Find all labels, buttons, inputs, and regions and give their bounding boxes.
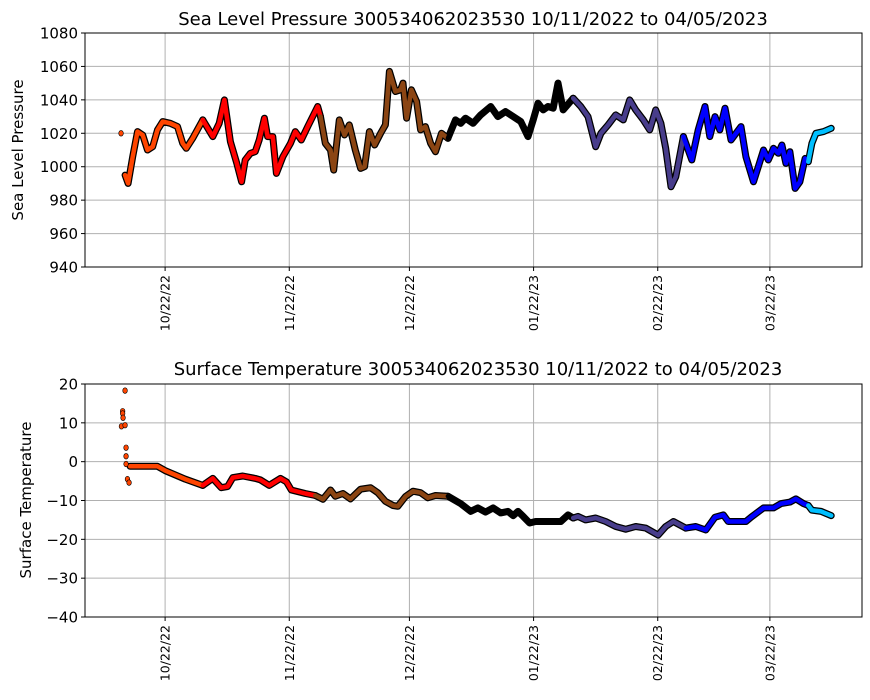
axes-frame xyxy=(84,32,863,268)
y-tick-label: 980 xyxy=(49,192,78,210)
series-line xyxy=(127,464,834,538)
y-tick-label: −30 xyxy=(46,570,78,588)
y-tick-label: 960 xyxy=(49,225,78,243)
series-segment-4 xyxy=(570,514,689,538)
chart-title: Sea Level Pressure 300534062023530 10/11… xyxy=(178,9,768,30)
y-tick-label: 1040 xyxy=(40,91,78,109)
y-tick-label: −20 xyxy=(46,531,78,549)
surface-temperature-chart: Surface Temperature 300534062023530 10/1… xyxy=(17,359,863,681)
x-tick-label: 01/22/23 xyxy=(526,275,541,331)
series-segment-2 xyxy=(318,69,451,173)
axes-frame xyxy=(84,383,863,618)
x-tick-label: 12/22/22 xyxy=(402,275,417,331)
chart-title: Surface Temperature 300534062023530 10/1… xyxy=(174,359,783,380)
series-segment-0 xyxy=(127,464,206,488)
y-axis-label: Surface Temperature xyxy=(17,422,35,579)
data-point xyxy=(122,387,128,394)
series-outline xyxy=(121,67,835,192)
data-point xyxy=(123,444,129,451)
series-segment-5 xyxy=(681,104,811,191)
y-tick-label: 940 xyxy=(49,259,78,277)
data-point xyxy=(123,460,129,468)
sea-level-pressure-chart: Sea Level Pressure 300534062023530 10/11… xyxy=(9,9,863,331)
series-segment-1 xyxy=(200,473,318,498)
x-tick-label: 02/22/23 xyxy=(650,625,665,681)
series-segment-6 xyxy=(806,503,834,518)
series-line xyxy=(122,69,834,191)
x-tick-label: 03/22/23 xyxy=(762,625,777,681)
series-segment-4 xyxy=(570,95,686,190)
series-segment-3 xyxy=(445,80,576,141)
data-point xyxy=(118,130,124,137)
series-segment-3 xyxy=(445,493,576,526)
x-tick-label: 03/22/23 xyxy=(762,275,777,331)
y-axis-label: Sea Level Pressure xyxy=(9,79,27,220)
data-point xyxy=(126,479,132,486)
y-tick-label: 1080 xyxy=(40,25,78,43)
data-point xyxy=(123,453,129,460)
series-segment-1 xyxy=(200,97,323,185)
y-tick-label: 1000 xyxy=(40,158,78,176)
y-tick-label: −10 xyxy=(46,492,78,510)
series-segment-0 xyxy=(122,117,206,186)
x-tick-label: 10/22/22 xyxy=(158,275,173,331)
x-tick-label: 02/22/23 xyxy=(650,275,665,331)
series-segment-5 xyxy=(683,496,811,533)
series-segment-outline xyxy=(121,116,207,187)
series-segment-6 xyxy=(806,126,834,164)
x-tick-label: 12/22/22 xyxy=(402,625,417,681)
y-tick-label: 1060 xyxy=(40,58,78,76)
y-tick-label: 0 xyxy=(68,453,78,471)
y-tick-label: 20 xyxy=(59,376,78,394)
x-tick-label: 11/22/22 xyxy=(282,275,297,331)
x-tick-label: 11/22/22 xyxy=(282,625,297,681)
series-segment-2 xyxy=(313,485,451,509)
y-tick-label: −40 xyxy=(46,609,78,627)
data-point xyxy=(120,414,126,421)
x-tick-label: 01/22/23 xyxy=(526,625,541,681)
y-tick-label: 10 xyxy=(59,414,78,432)
x-tick-label: 10/22/22 xyxy=(158,625,173,681)
y-tick-label: 1020 xyxy=(40,125,78,143)
data-point xyxy=(122,422,128,429)
